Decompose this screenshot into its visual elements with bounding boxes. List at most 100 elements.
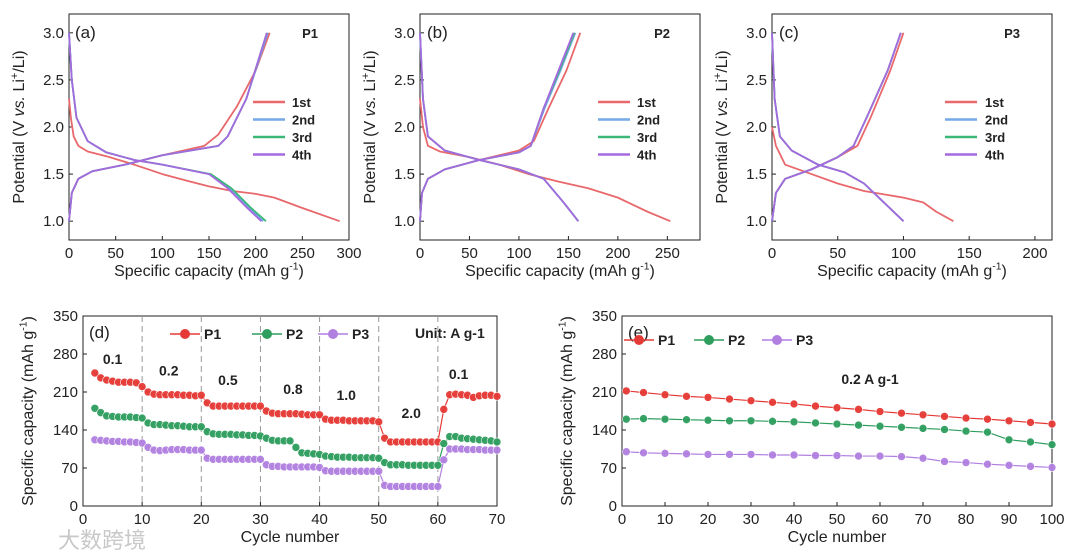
data-point-P2 bbox=[196, 422, 206, 432]
data-point-P3 bbox=[811, 451, 820, 460]
curve-2nd bbox=[68, 32, 269, 222]
data-point-P1 bbox=[639, 388, 648, 397]
data-point-P1 bbox=[315, 410, 324, 420]
y-tick-label: 1.0 bbox=[43, 213, 64, 230]
x-tick-label: 0 bbox=[618, 511, 626, 528]
x-tick-label: 300 bbox=[336, 245, 361, 262]
x-tick-label: 30 bbox=[743, 511, 760, 528]
y-tick-label: 1.5 bbox=[746, 166, 767, 183]
data-point-P1 bbox=[682, 392, 691, 401]
data-point-P2 bbox=[897, 422, 906, 432]
legend-label-P2: P2 bbox=[286, 326, 303, 342]
data-point-P1 bbox=[983, 414, 992, 424]
curve-4th bbox=[68, 32, 268, 222]
x-tick-label: 60 bbox=[430, 511, 447, 528]
x-axis-label: Cycle number bbox=[241, 529, 340, 546]
data-point-P1 bbox=[875, 407, 885, 416]
data-point-P1 bbox=[703, 393, 713, 402]
x-tick-label: 50 bbox=[370, 511, 387, 528]
data-point-P1 bbox=[492, 392, 502, 401]
data-point-P3 bbox=[137, 438, 147, 448]
data-point-P1 bbox=[1026, 418, 1035, 427]
x-tick-label: 40 bbox=[786, 511, 803, 528]
data-point-P2 bbox=[725, 416, 734, 426]
x-tick-label: 30 bbox=[252, 511, 269, 528]
data-point-P3 bbox=[961, 458, 971, 467]
curve-4th bbox=[68, 32, 262, 222]
data-point-P3 bbox=[854, 451, 863, 461]
data-point-P2 bbox=[433, 460, 443, 470]
legend-label-4th: 4th bbox=[985, 148, 1005, 163]
panel-label: (d) bbox=[89, 323, 110, 342]
data-point-P3 bbox=[983, 459, 992, 469]
unit-label: Unit: A g-1 bbox=[415, 325, 485, 341]
data-point-P2 bbox=[492, 437, 502, 447]
x-tick-label: 200 bbox=[243, 245, 268, 262]
curve-3rd bbox=[419, 32, 576, 222]
curve-2nd bbox=[771, 32, 902, 222]
data-point-P1 bbox=[621, 386, 631, 396]
x-tick-label: 100 bbox=[150, 245, 175, 262]
data-point-P2 bbox=[137, 413, 147, 423]
rate-label: 2.0 bbox=[402, 405, 422, 421]
x-tick-label: 100 bbox=[506, 245, 531, 262]
legend-label-2nd: 2nd bbox=[637, 113, 660, 128]
y-tick-label: 140 bbox=[53, 422, 78, 439]
x-tick-label: 10 bbox=[134, 511, 151, 528]
data-point-P1 bbox=[768, 398, 777, 407]
data-point-P2 bbox=[439, 439, 449, 448]
plot-frame bbox=[82, 315, 498, 507]
curve-3rd bbox=[771, 32, 905, 222]
data-point-P2 bbox=[682, 415, 691, 424]
legend-label-3rd: 3rd bbox=[637, 130, 657, 145]
x-tick-label: 200 bbox=[1022, 245, 1047, 262]
panel-c: 0 50 100 150 200 1.0 1.5 2.0 2.5 3.0 Specific capa… bbox=[712, 13, 1053, 280]
plot-frame bbox=[771, 13, 1053, 241]
data-point-P3 bbox=[639, 448, 648, 458]
y-axis-label: Potential (V vs. Li+/Li) bbox=[712, 50, 731, 203]
y-tick-label: 2.0 bbox=[394, 119, 415, 136]
y-tick-label: 1.5 bbox=[43, 166, 64, 183]
data-point-P2 bbox=[660, 414, 670, 424]
data-point-P2 bbox=[940, 425, 949, 434]
data-point-P1 bbox=[811, 401, 820, 411]
curve-3rd bbox=[771, 32, 902, 222]
x-tick-label: 20 bbox=[193, 511, 210, 528]
x-tick-label: 150 bbox=[957, 245, 982, 262]
data-point-P1 bbox=[256, 401, 265, 411]
legend-label-1st: 1st bbox=[985, 95, 1004, 110]
y-tick-label: 0 bbox=[609, 498, 617, 515]
sample-label: P3 bbox=[1004, 26, 1020, 41]
data-point-P2 bbox=[983, 427, 992, 437]
y-tick-label: 0 bbox=[70, 498, 78, 515]
data-point-P1 bbox=[196, 390, 206, 400]
data-point-P2 bbox=[918, 424, 928, 433]
y-tick-label: 210 bbox=[53, 384, 78, 401]
curve-3rd bbox=[68, 32, 267, 222]
x-tick-label: 100 bbox=[1039, 511, 1064, 528]
data-point-P3 bbox=[439, 455, 449, 465]
data-point-P1 bbox=[832, 403, 842, 413]
data-point-P2 bbox=[1004, 435, 1014, 445]
rate-label: 0.1 bbox=[103, 351, 123, 367]
y-tick-label: 3.0 bbox=[394, 25, 415, 42]
y-axis-label: Specific capacity (mAh g-1) bbox=[19, 316, 37, 506]
data-point-P1 bbox=[1047, 419, 1057, 429]
data-point-P3 bbox=[897, 452, 906, 461]
y-axis-label: Potential (V vs. Li+/Li) bbox=[9, 50, 28, 203]
data-point-P3 bbox=[256, 455, 265, 464]
x-tick-label: 10 bbox=[657, 511, 674, 528]
legend-label-1st: 1st bbox=[637, 95, 656, 110]
curve-2nd bbox=[68, 32, 264, 222]
curve-4th bbox=[771, 32, 905, 222]
panel-b: 0 50 100 150 200 250 1.0 1.5 2.0 2.5 3.0 Specific c… bbox=[360, 13, 701, 280]
y-tick-label: 280 bbox=[592, 346, 617, 363]
data-point-P1 bbox=[137, 382, 147, 391]
y-tick-label: 1.0 bbox=[746, 213, 767, 230]
curve-2nd bbox=[771, 32, 905, 222]
data-point-P2 bbox=[285, 436, 295, 446]
data-point-P3 bbox=[746, 450, 756, 459]
data-point-P1 bbox=[439, 405, 449, 414]
legend-label-P3: P3 bbox=[352, 326, 369, 342]
